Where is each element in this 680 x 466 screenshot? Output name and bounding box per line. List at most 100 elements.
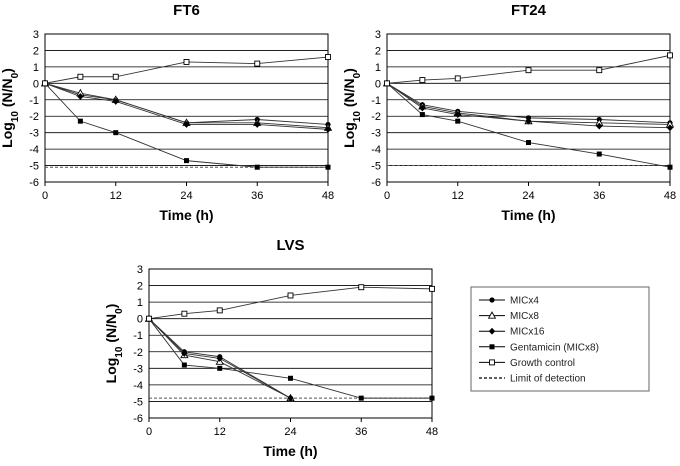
y-tick-label: 2 — [33, 45, 39, 57]
y-tick-label: 3 — [137, 264, 143, 276]
chart-title: LVS — [276, 237, 304, 254]
y-tick-label: -4 — [29, 144, 39, 156]
legend-label: Growth control — [510, 358, 575, 369]
data-point — [419, 104, 426, 112]
x-tick-label: 12 — [110, 190, 122, 202]
data-point — [596, 122, 603, 130]
series-line — [44, 82, 329, 130]
y-label-n-sub: 0 — [10, 72, 21, 78]
legend-marker — [489, 359, 495, 366]
data-point — [596, 67, 603, 74]
y-tick-label: -2 — [371, 111, 381, 123]
data-point — [112, 73, 119, 80]
x-tick-label: 48 — [426, 426, 438, 438]
x-tick-label: 36 — [355, 426, 367, 438]
legend-label: MICx4 — [510, 296, 539, 307]
x-tick-label: 0 — [384, 190, 390, 202]
y-tick-label: -1 — [29, 95, 39, 107]
x-tick-label: 12 — [214, 426, 226, 438]
data-point — [419, 112, 425, 118]
y-tick-label: -4 — [371, 144, 381, 156]
y-label-log-sub: 10 — [352, 111, 363, 123]
data-point — [287, 292, 294, 299]
y-tick-label: -3 — [29, 128, 39, 140]
x-axis-label: Time (h) — [263, 443, 317, 459]
y-tick-label: 1 — [33, 62, 39, 74]
y-tick-label: -5 — [133, 396, 143, 408]
y-tick-label: -3 — [133, 363, 143, 375]
data-point — [667, 52, 673, 59]
y-label-log: Log — [0, 122, 15, 148]
data-point — [112, 98, 119, 105]
y-label-close: ) — [341, 68, 357, 73]
data-point — [454, 75, 461, 82]
x-tick-label: 24 — [284, 426, 296, 438]
data-point — [358, 395, 364, 401]
data-point — [666, 124, 674, 132]
y-label-open: (N/N — [0, 78, 15, 111]
y-label-close: ) — [0, 68, 15, 73]
y-label-open: (N/N — [341, 78, 357, 111]
data-point — [358, 284, 365, 291]
y-tick-label: -4 — [133, 380, 143, 392]
y-label-n-sub: 0 — [352, 72, 363, 78]
series-line — [44, 56, 329, 84]
y-tick-label: 2 — [137, 281, 143, 293]
y-tick-label: -5 — [371, 161, 381, 173]
series-line — [386, 82, 671, 168]
y-axis-label: Log10 (N/N0) — [0, 68, 21, 148]
data-point — [525, 117, 532, 125]
legend-marker — [487, 311, 497, 319]
y-tick-label: 0 — [137, 314, 143, 326]
y-label-log: Log — [103, 358, 119, 384]
x-tick-label: 48 — [322, 190, 334, 202]
x-tick-label: 36 — [593, 190, 605, 202]
data-point — [325, 54, 331, 60]
series-line — [386, 82, 671, 125]
data-point — [77, 93, 84, 100]
y-tick-label: 1 — [137, 297, 143, 309]
y-tick-label: -1 — [371, 95, 381, 107]
y-label-open: (N/N — [103, 314, 119, 347]
y-tick-label: 3 — [375, 29, 381, 41]
y-label-close: ) — [103, 304, 119, 309]
series-line — [148, 318, 291, 399]
legend-label: Limit of detection — [510, 374, 586, 385]
y-label-n-sub: 0 — [114, 308, 125, 314]
y-tick-label: -2 — [133, 347, 143, 359]
data-point — [42, 80, 48, 87]
data-point — [596, 151, 602, 157]
data-point — [254, 121, 261, 128]
data-point — [324, 125, 332, 133]
data-point — [77, 118, 83, 124]
y-tick-label: -6 — [133, 413, 143, 425]
data-point — [183, 59, 190, 65]
y-tick-label: -6 — [371, 177, 381, 189]
data-point — [429, 285, 435, 292]
data-point — [454, 111, 461, 118]
y-tick-label: 2 — [375, 45, 381, 57]
y-tick-label: -5 — [29, 161, 39, 173]
y-label-log-sub: 10 — [114, 346, 125, 358]
data-point — [184, 158, 189, 164]
x-tick-label: 36 — [251, 190, 263, 202]
data-point — [217, 365, 223, 371]
x-tick-label: 24 — [522, 190, 534, 202]
series-line — [44, 83, 328, 168]
data-point — [216, 355, 223, 362]
legend-box — [470, 286, 650, 392]
data-point — [419, 77, 426, 83]
data-point — [525, 67, 532, 74]
data-point — [113, 130, 119, 136]
y-label-log-sub: 10 — [10, 111, 21, 123]
legend-marker — [488, 327, 496, 335]
data-point — [216, 307, 223, 314]
series-line — [386, 82, 671, 129]
series-line — [148, 286, 433, 320]
data-point — [288, 375, 293, 381]
series-line — [148, 318, 291, 399]
data-point — [181, 350, 188, 357]
